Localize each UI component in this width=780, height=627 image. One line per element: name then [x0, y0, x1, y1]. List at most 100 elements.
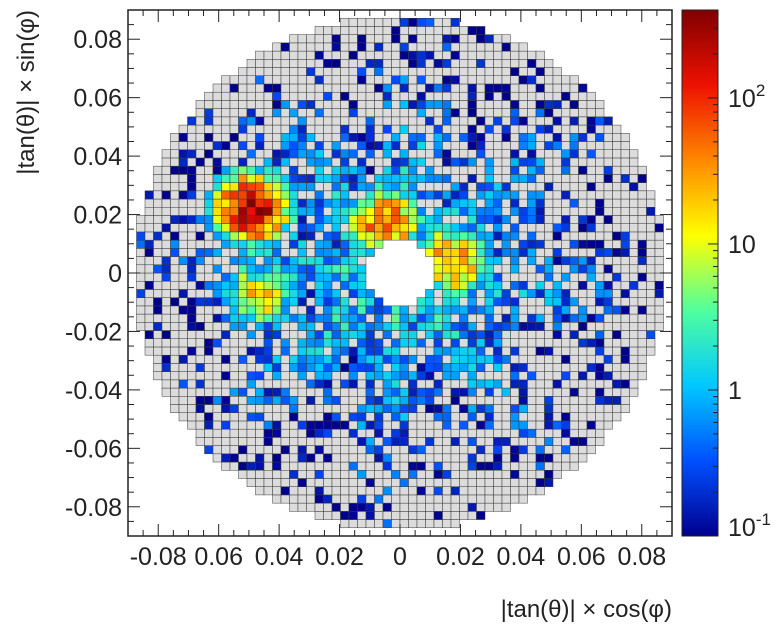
heatmap-bin: [561, 133, 571, 142]
heatmap-bin: [569, 297, 579, 307]
heatmap-bin: [442, 116, 452, 126]
heatmap-bin: [408, 59, 418, 68]
heatmap-bin: [501, 100, 511, 109]
heatmap-bin: [229, 445, 239, 455]
heatmap-bin: [340, 248, 350, 257]
heatmap-bin: [246, 198, 256, 208]
heatmap-bin: [340, 272, 350, 282]
heatmap-bin: [501, 83, 511, 93]
heatmap-bin: [221, 280, 231, 290]
heatmap-bin: [144, 313, 154, 323]
heatmap-bin: [289, 502, 299, 512]
heatmap-bin: [212, 100, 222, 109]
heatmap-bin: [450, 297, 460, 307]
heatmap-bin: [493, 157, 503, 167]
heatmap-bin: [357, 124, 367, 134]
heatmap-bin: [544, 83, 554, 93]
heatmap-bin: [467, 75, 477, 85]
heatmap-bin: [544, 124, 554, 134]
heatmap-bin: [518, 116, 528, 126]
heatmap-bin: [433, 272, 443, 282]
heatmap-bin: [221, 289, 231, 298]
heatmap-bin: [586, 223, 596, 233]
heatmap-bin: [637, 313, 647, 323]
heatmap-bin: [425, 141, 435, 150]
heatmap-bin: [612, 272, 622, 282]
heatmap-bin: [314, 108, 324, 118]
heatmap-bin: [289, 346, 299, 356]
heatmap-bin: [195, 239, 205, 249]
heatmap-bin: [161, 280, 171, 290]
heatmap-bin: [255, 116, 265, 126]
heatmap-bin: [195, 231, 205, 241]
heatmap-bin: [340, 174, 350, 183]
heatmap-bin: [263, 379, 273, 389]
heatmap-bin: [416, 17, 426, 27]
heatmap-bin: [178, 133, 188, 142]
heatmap-bin: [263, 100, 273, 109]
heatmap-bin: [637, 297, 647, 307]
heatmap-bin: [561, 231, 571, 241]
heatmap-bin: [433, 519, 443, 529]
heatmap-bin: [246, 428, 256, 438]
heatmap-bin: [518, 248, 528, 257]
heatmap-bin: [450, 149, 460, 159]
heatmap-bin: [527, 190, 537, 200]
heatmap-bin: [493, 165, 503, 175]
heatmap-bin: [484, 149, 494, 159]
heatmap-bin: [612, 157, 622, 167]
heatmap-bin: [263, 198, 273, 208]
heatmap-bin: [263, 338, 273, 348]
heatmap-bin: [255, 470, 265, 479]
heatmap-bin: [306, 42, 316, 52]
heatmap-bin: [561, 83, 571, 93]
heatmap-bin: [195, 149, 205, 159]
heatmap-bin: [221, 412, 231, 422]
heatmap-bin: [476, 26, 486, 35]
heatmap-bin: [527, 338, 537, 348]
heatmap-bin: [297, 42, 307, 52]
heatmap-bin: [263, 470, 273, 479]
heatmap-bin: [569, 305, 579, 315]
heatmap-bin: [331, 239, 341, 249]
heatmap-bin: [612, 239, 622, 249]
heatmap-bin: [289, 231, 299, 241]
heatmap-bin: [501, 198, 511, 208]
heatmap-bin: [382, 116, 392, 126]
heatmap-bin: [357, 215, 367, 224]
heatmap-bin: [501, 223, 511, 233]
heatmap-bin: [323, 461, 333, 471]
heatmap-bin: [459, 502, 469, 512]
heatmap-bin: [484, 371, 494, 381]
heatmap-bin: [467, 133, 477, 142]
heatmap-bin: [501, 42, 511, 52]
heatmap-bin: [476, 379, 486, 389]
heatmap-bin: [340, 428, 350, 438]
heatmap-bin: [637, 223, 647, 233]
heatmap-bin: [187, 264, 197, 274]
heatmap-bin: [144, 330, 154, 339]
heatmap-bin: [501, 420, 511, 430]
heatmap-bin: [467, 141, 477, 150]
heatmap-bin: [442, 239, 452, 249]
heatmap-bin: [272, 412, 282, 422]
heatmap-bin: [637, 363, 647, 372]
heatmap-bin: [374, 149, 384, 159]
heatmap-bin: [646, 313, 656, 323]
color-bar-tick-label: 1: [728, 377, 742, 405]
heatmap-bin: [289, 371, 299, 381]
heatmap-bin: [314, 289, 324, 298]
heatmap-bin: [348, 330, 358, 339]
heatmap-bin: [408, 494, 418, 504]
heatmap-bin: [204, 207, 214, 216]
heatmap-bin: [229, 305, 239, 315]
heatmap-bin: [348, 445, 358, 455]
heatmap-bin: [518, 412, 528, 422]
heatmap-bin: [357, 371, 367, 381]
heatmap-bin: [459, 59, 469, 68]
heatmap-bin: [612, 330, 622, 339]
heatmap-bin: [221, 207, 231, 216]
heatmap-bin: [654, 223, 664, 233]
heatmap-bin: [510, 313, 520, 323]
heatmap-bin: [340, 75, 350, 85]
